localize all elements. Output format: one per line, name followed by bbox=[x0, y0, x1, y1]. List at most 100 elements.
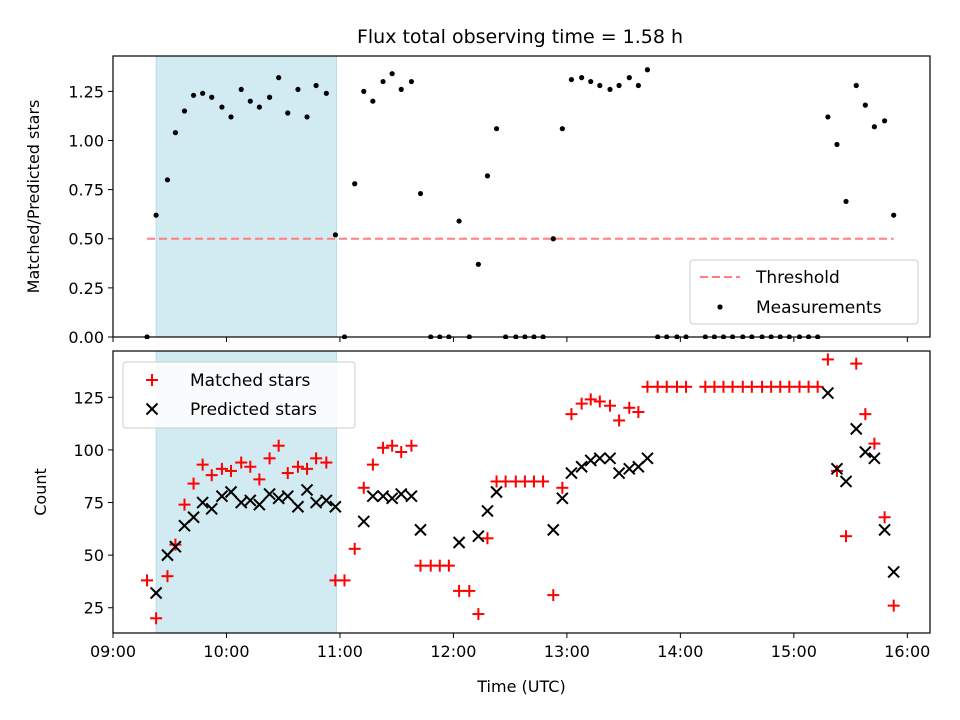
matched-star-point bbox=[405, 439, 418, 452]
measurement-point bbox=[559, 126, 565, 132]
measurement-point bbox=[209, 94, 215, 100]
matched-star-point bbox=[878, 511, 891, 524]
matched-star-point bbox=[225, 464, 238, 477]
matched-star-point bbox=[301, 462, 314, 475]
matched-star-point bbox=[632, 406, 645, 419]
predicted-star-point bbox=[887, 565, 900, 579]
legend-threshold-label: Threshold bbox=[755, 268, 840, 288]
measurement-point bbox=[398, 86, 404, 93]
measurement-point bbox=[626, 75, 632, 81]
matched-star-point bbox=[811, 380, 824, 393]
matched-star-point bbox=[575, 397, 588, 410]
predicted-star-point bbox=[593, 452, 607, 465]
matched-star-point bbox=[850, 357, 863, 370]
legend-top: Threshold Measurements bbox=[689, 259, 919, 325]
y-tick-label: 0.50 bbox=[68, 230, 104, 249]
matched-star-point bbox=[463, 584, 476, 597]
measurement-point bbox=[172, 130, 179, 136]
measurement-point bbox=[597, 82, 603, 89]
matched-star-point bbox=[593, 395, 606, 408]
y-tick-label: 1.00 bbox=[68, 131, 104, 150]
predicted-star-point bbox=[821, 386, 835, 400]
predicted-star-point bbox=[839, 475, 853, 488]
measurement-point bbox=[238, 86, 244, 93]
matched-star-point bbox=[641, 380, 654, 393]
predicted-star-point bbox=[850, 422, 863, 436]
measurement-point bbox=[579, 75, 585, 81]
predicted-star-point bbox=[253, 498, 266, 511]
measurement-point bbox=[181, 108, 188, 114]
y-tick-label: 1.25 bbox=[68, 82, 104, 101]
matched-star-point bbox=[604, 399, 617, 412]
x-tick-label: 15:00 bbox=[771, 642, 817, 661]
predicted-star-point bbox=[281, 490, 294, 503]
predicted-star-point bbox=[263, 487, 276, 501]
measurement-point bbox=[361, 88, 367, 94]
y-tick-label: 0.25 bbox=[68, 279, 104, 298]
measurement-point bbox=[352, 181, 358, 187]
data-layer-top bbox=[144, 67, 897, 339]
matched-star-point bbox=[272, 439, 285, 452]
measurement-point bbox=[616, 82, 622, 89]
predicted-star-point bbox=[196, 496, 209, 509]
matched-star-point bbox=[150, 612, 163, 625]
matched-star-point bbox=[235, 456, 248, 469]
matched-star-point bbox=[887, 599, 900, 612]
x-tick-label: 14:00 bbox=[657, 642, 703, 661]
matched-star-point bbox=[726, 380, 739, 393]
predicted-star-point bbox=[472, 529, 485, 543]
chart-title: Flux total observing time = 1.58 h bbox=[357, 26, 683, 48]
measurement-point bbox=[843, 198, 849, 205]
predicted-star-point bbox=[603, 452, 617, 465]
x-axis-label: Time (UTC) bbox=[476, 677, 565, 696]
matched-star-point bbox=[859, 408, 872, 421]
legend-bottom: Matched stars Predicted stars bbox=[122, 361, 356, 429]
bottom-panel-count-plot: 25 50 75 100 125 09:00 10:00 11:00 12:00 13:00 14:… bbox=[31, 350, 931, 696]
measurement-point bbox=[164, 177, 171, 183]
legend-box bbox=[122, 361, 356, 429]
predicted-star-point bbox=[205, 502, 218, 516]
measurement-point bbox=[228, 114, 234, 120]
matched-star-point bbox=[472, 608, 485, 621]
matched-star-point bbox=[310, 452, 323, 465]
measurement-point bbox=[370, 98, 376, 104]
measurement-point bbox=[408, 78, 415, 85]
matched-star-point bbox=[499, 475, 512, 488]
predicted-star-point bbox=[547, 523, 560, 537]
y-tick-label: 100 bbox=[73, 441, 104, 460]
matched-star-point bbox=[187, 477, 200, 490]
matched-star-point bbox=[386, 439, 399, 452]
predicted-star-point bbox=[395, 487, 408, 501]
matched-star-point bbox=[141, 574, 154, 587]
measurement-point bbox=[276, 75, 282, 81]
measurement-point bbox=[853, 82, 859, 89]
matched-star-point bbox=[320, 456, 333, 469]
matched-star-point bbox=[169, 538, 182, 551]
predicted-star-point bbox=[868, 452, 881, 465]
matched-star-point bbox=[205, 469, 218, 482]
y-tick-label: 50 bbox=[84, 546, 104, 565]
legend-predicted-swatch bbox=[145, 402, 159, 416]
predicted-star-point bbox=[623, 462, 636, 476]
matched-star-point bbox=[821, 353, 834, 366]
predicted-star-point bbox=[405, 490, 418, 503]
measurement-point bbox=[313, 82, 319, 89]
measurement-point bbox=[304, 114, 310, 120]
predicted-star-point bbox=[272, 492, 285, 505]
predicted-star-point bbox=[300, 483, 314, 497]
matched-star-point bbox=[215, 462, 228, 475]
matched-star-point bbox=[680, 380, 693, 393]
measurement-point bbox=[323, 90, 329, 96]
matched-star-point bbox=[244, 460, 257, 473]
measurement-point bbox=[493, 126, 500, 132]
matched-star-point bbox=[868, 437, 881, 450]
measurement-point bbox=[825, 114, 831, 120]
predicted-star-point bbox=[291, 500, 305, 513]
y-axis-label: Matched/Predicted stars bbox=[24, 100, 43, 294]
predicted-star-point bbox=[366, 490, 380, 503]
y-tick-label: 0.00 bbox=[68, 328, 104, 347]
matched-star-point bbox=[178, 498, 191, 511]
measurement-point bbox=[644, 67, 651, 73]
measurement-point bbox=[484, 173, 491, 179]
